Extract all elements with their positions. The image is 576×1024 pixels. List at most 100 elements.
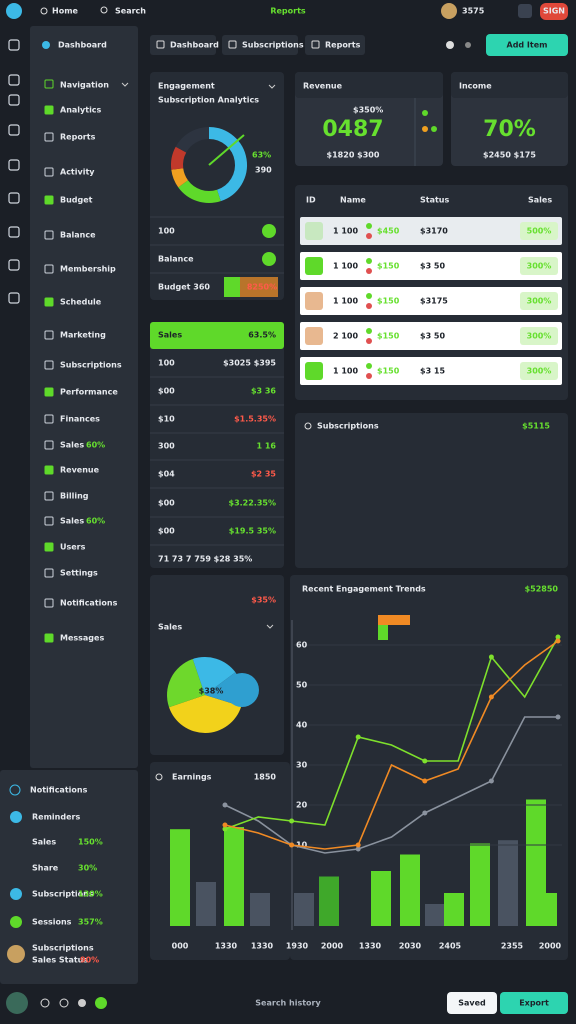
home-link[interactable]: Home xyxy=(52,7,79,16)
nav-item[interactable]: Subscriptions xyxy=(60,361,122,370)
export-button[interactable] xyxy=(500,992,568,1014)
small-button[interactable] xyxy=(447,992,497,1014)
nav-item[interactable]: Marketing xyxy=(60,331,106,340)
add-label[interactable]: Add Item xyxy=(507,41,548,50)
bar xyxy=(170,829,190,926)
notif-avatar xyxy=(10,916,22,928)
tab[interactable] xyxy=(150,35,216,55)
toolbar-dot[interactable] xyxy=(465,42,471,48)
small-label[interactable]: Saved xyxy=(458,999,486,1008)
rail-icon[interactable] xyxy=(8,74,20,86)
x-label: 1330 xyxy=(359,942,382,951)
pie-badge: $35% xyxy=(251,596,276,605)
table-row[interactable] xyxy=(300,357,562,385)
sign-label[interactable]: SIGN xyxy=(543,7,565,16)
nav-item[interactable]: Reports xyxy=(60,133,96,142)
nav-item[interactable]: Sales xyxy=(60,517,84,526)
toolbar-dot[interactable] xyxy=(446,41,454,49)
row-label: 300 xyxy=(158,442,175,451)
nav-badge: 60% xyxy=(86,517,105,526)
section-icon xyxy=(44,79,54,89)
tab-label[interactable]: Reports xyxy=(325,41,361,50)
toggle[interactable] xyxy=(262,252,276,266)
rail-icon[interactable] xyxy=(8,292,20,304)
cell: 1 100 xyxy=(333,297,358,306)
rail-icon[interactable] xyxy=(8,226,20,238)
pie-title: Sales xyxy=(158,623,182,632)
bar xyxy=(400,854,420,926)
rail-icon[interactable] xyxy=(8,259,20,271)
legend-count: 390 xyxy=(255,166,272,175)
tab-label[interactable]: Subscriptions xyxy=(242,41,304,50)
tab-label[interactable]: Dashboard xyxy=(170,41,219,50)
cell: $450 xyxy=(377,227,400,236)
row-value: $3.22.35% xyxy=(229,499,277,508)
nav-item[interactable]: Messages xyxy=(60,634,104,643)
trend-point xyxy=(555,634,561,640)
count: 3575 xyxy=(462,7,485,16)
earn-value: 1850 xyxy=(254,773,277,782)
rail-icon[interactable] xyxy=(8,94,20,106)
rail-icon[interactable] xyxy=(8,39,20,51)
nav-icon xyxy=(44,491,54,501)
card-header xyxy=(150,322,284,349)
sign-button[interactable] xyxy=(540,3,568,20)
trend-line xyxy=(224,716,558,854)
y-tick-label: 60 xyxy=(296,641,308,650)
nav-item[interactable]: Users xyxy=(60,543,86,552)
row-label: $00 xyxy=(158,499,175,508)
nav-item[interactable]: Membership xyxy=(60,265,116,274)
nav-item[interactable]: Billing xyxy=(60,492,89,501)
rail-icon[interactable] xyxy=(8,159,20,171)
tab[interactable] xyxy=(222,35,298,55)
search-link[interactable]: Search xyxy=(115,7,146,16)
bottom-center: Search history xyxy=(255,999,321,1008)
tab[interactable] xyxy=(305,35,365,55)
row-label: 100 xyxy=(158,227,175,236)
nav-item[interactable]: Balance xyxy=(60,231,96,240)
nav-icon xyxy=(44,542,54,552)
nav-item[interactable]: Schedule xyxy=(60,298,102,307)
legend-green xyxy=(378,625,388,640)
notif-item: Sales xyxy=(32,838,56,847)
nav-item[interactable]: Sales xyxy=(60,441,84,450)
tab-icon xyxy=(311,40,320,49)
subs-value: $5115 xyxy=(522,422,550,431)
nav-item[interactable]: Activity xyxy=(60,168,95,177)
stat-value: 0487 xyxy=(322,117,383,142)
badge xyxy=(520,292,558,310)
notifications-panel xyxy=(0,770,138,984)
cell: $150 xyxy=(377,297,400,306)
nav-item[interactable]: Analytics xyxy=(60,106,102,115)
x-label: 2000 xyxy=(321,942,344,951)
toggle[interactable] xyxy=(262,224,276,238)
nav-item[interactable]: Revenue xyxy=(60,466,100,475)
section-label[interactable]: Navigation xyxy=(60,81,109,90)
status-dot xyxy=(366,233,372,239)
rail-icon[interactable] xyxy=(8,192,20,204)
y-tick-label: 40 xyxy=(296,721,308,730)
stat-value: 70% xyxy=(483,117,536,142)
nav-item[interactable]: Notifications xyxy=(60,599,118,608)
nav-item[interactable]: Settings xyxy=(60,569,98,578)
nav-item[interactable]: Budget xyxy=(60,196,93,205)
pie-slice xyxy=(167,659,205,708)
subs-title: Subscriptions xyxy=(317,422,379,431)
pie-small xyxy=(225,673,259,707)
export-label[interactable]: Export xyxy=(519,999,549,1008)
nav-item[interactable]: Finances xyxy=(60,415,100,424)
table-row[interactable] xyxy=(300,287,562,315)
sidebar-icon xyxy=(42,41,50,49)
nav-item[interactable]: Performance xyxy=(60,388,118,397)
nav-icon xyxy=(44,387,54,397)
table-row[interactable] xyxy=(300,252,562,280)
add-button[interactable] xyxy=(486,34,568,56)
icon-button[interactable] xyxy=(518,4,532,18)
table-header: Status xyxy=(420,196,450,205)
x-label: 2355 xyxy=(501,942,524,951)
table-row[interactable] xyxy=(300,322,562,350)
table-row[interactable] xyxy=(300,217,562,245)
ctrl xyxy=(59,998,69,1008)
badge xyxy=(520,222,558,240)
rail-icon[interactable] xyxy=(8,124,20,136)
